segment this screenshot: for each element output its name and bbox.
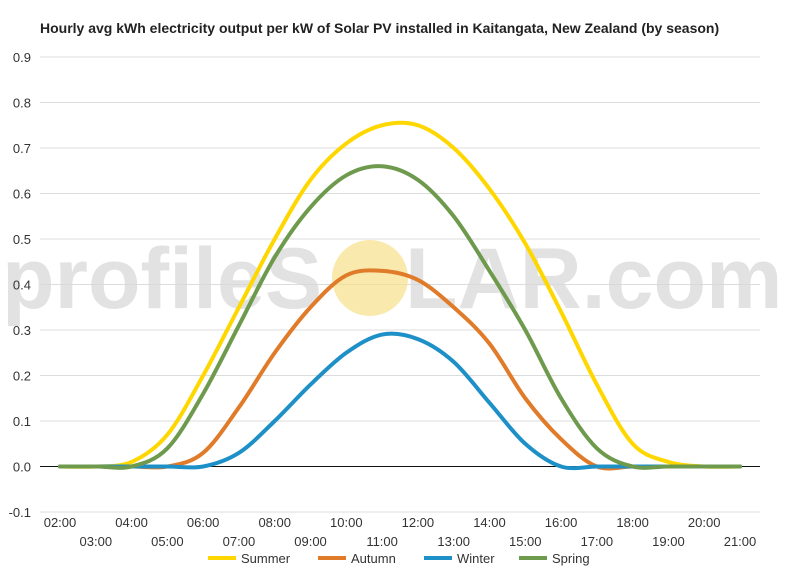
legend: Summer Autumn Winter Spring — [208, 551, 590, 566]
x-tick-label: 21:00 — [724, 534, 757, 549]
y-tick-label: 0.3 — [13, 323, 31, 338]
x-tick-label: 06:00 — [187, 515, 220, 530]
y-tick-label: 0.7 — [13, 141, 31, 156]
series-lines — [58, 120, 742, 471]
chart-title: Hourly avg kWh electricity output per kW… — [40, 20, 719, 36]
y-tick-label: 0.2 — [13, 369, 31, 384]
x-tick-label: 09:00 — [294, 534, 327, 549]
y-axis-tick-labels: -0.1 0.0 0.1 0.2 0.3 0.4 0.5 0.6 0.7 0.8 0.9 — [9, 50, 31, 520]
x-tick-label: 03:00 — [80, 534, 113, 549]
x-tick-label: 02:00 — [44, 515, 77, 530]
x-tick-label: 14:00 — [473, 515, 506, 530]
x-tick-label: 15:00 — [509, 534, 542, 549]
x-tick-label: 11:00 — [366, 534, 398, 549]
watermark: profileS LAR.com — [2, 231, 782, 327]
x-axis-tick-labels: 02:0003:0004:0005:0006:0007:0008:0009:00… — [44, 515, 757, 549]
y-tick-label: 0.1 — [13, 414, 31, 429]
legend-label-winter: Winter — [457, 551, 495, 566]
x-tick-label: 10:00 — [330, 515, 363, 530]
x-tick-label: 07:00 — [223, 534, 256, 549]
x-tick-label: 05:00 — [151, 534, 184, 549]
y-tick-label: 0.6 — [13, 187, 31, 202]
y-tick-label: 0.4 — [13, 278, 31, 293]
y-tick-label: -0.1 — [9, 505, 31, 520]
y-tick-label: 0.9 — [13, 50, 31, 65]
x-tick-label: 17:00 — [581, 534, 614, 549]
x-tick-label: 16:00 — [545, 515, 578, 530]
x-tick-label: 20:00 — [688, 515, 721, 530]
x-tick-label: 13:00 — [437, 534, 470, 549]
legend-label-spring: Spring — [552, 551, 590, 566]
watermark-text-right: LAR.com — [405, 231, 782, 327]
watermark-sun-logo — [332, 240, 408, 316]
legend-label-autumn: Autumn — [351, 551, 396, 566]
series-line-summer — [58, 120, 742, 469]
y-tick-label: 0.0 — [13, 460, 31, 475]
x-tick-label: 18:00 — [616, 515, 649, 530]
series-line-spring — [58, 164, 742, 470]
watermark-text-left: profileS — [2, 231, 322, 327]
x-tick-label: 12:00 — [402, 515, 435, 530]
x-tick-label: 04:00 — [115, 515, 148, 530]
x-tick-label: 19:00 — [652, 534, 685, 549]
y-tick-label: 0.8 — [13, 96, 31, 111]
x-tick-label: 08:00 — [258, 515, 291, 530]
y-tick-label: 0.5 — [13, 232, 31, 247]
legend-label-summer: Summer — [241, 551, 291, 566]
